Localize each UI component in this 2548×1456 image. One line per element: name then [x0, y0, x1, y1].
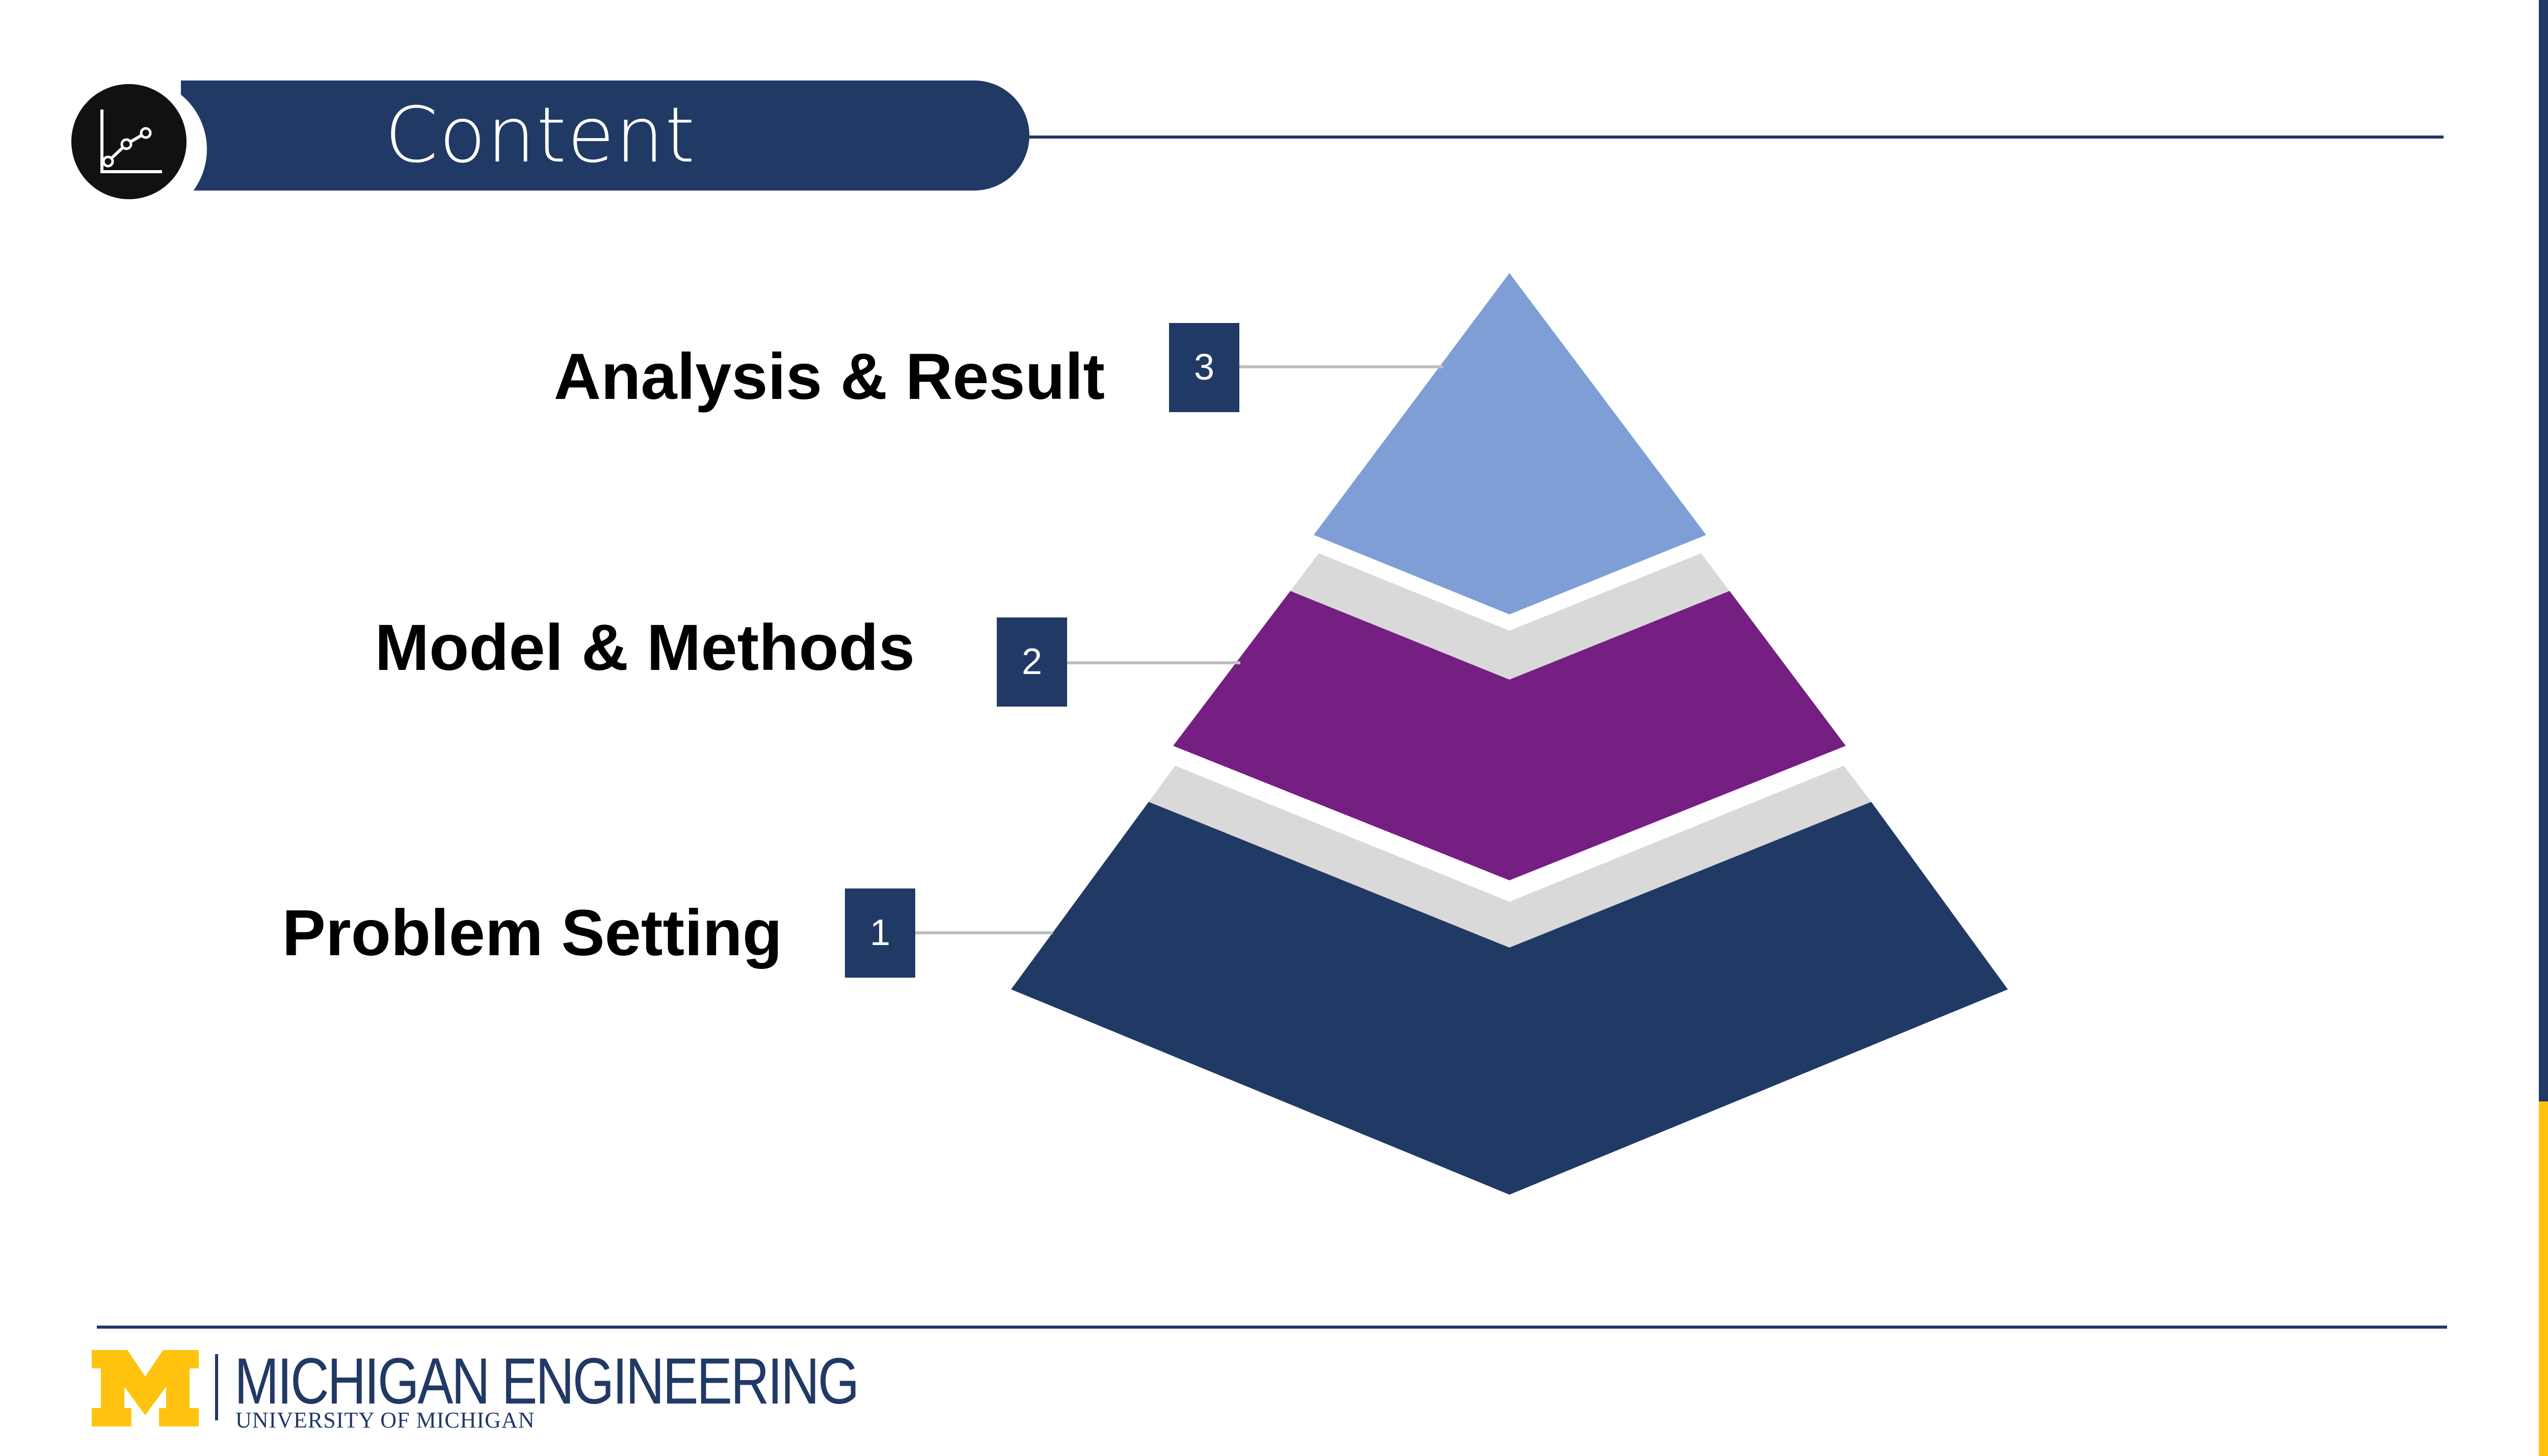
level-2-label: Model & Methods	[375, 611, 915, 684]
footer-divider	[215, 1354, 218, 1420]
level-3-label: Analysis & Result	[553, 340, 1105, 413]
accent-bar-maize	[2539, 1101, 2548, 1456]
brand-subtitle: UNIVERSITY OF MICHIGAN	[235, 1408, 535, 1433]
level-1-number: 1	[845, 888, 915, 978]
level-2-connector	[1067, 661, 1240, 664]
level-3-connector	[1239, 365, 1443, 368]
block-m-logo	[92, 1350, 199, 1426]
pyramid-separator-upper	[1290, 553, 1730, 680]
level-1-label: Problem Setting	[282, 897, 782, 969]
level-3-number: 3	[1169, 323, 1239, 412]
header-rule	[1029, 136, 2444, 139]
pyramid-separator-lower	[1149, 766, 1871, 948]
pyramid-level-3	[1314, 273, 1706, 614]
footer-rule	[97, 1326, 2447, 1329]
brand-name: MICHIGAN ENGINEERING	[234, 1345, 859, 1418]
pyramid-level-2	[1173, 591, 1846, 880]
title-banner	[181, 80, 1029, 191]
line-chart-icon	[71, 84, 187, 199]
level-2-number: 2	[997, 617, 1067, 707]
accent-bar-navy	[2539, 0, 2548, 1101]
level-1-connector	[915, 931, 1053, 934]
page-title: Content	[385, 91, 696, 180]
pyramid-level-1	[1011, 802, 2008, 1195]
